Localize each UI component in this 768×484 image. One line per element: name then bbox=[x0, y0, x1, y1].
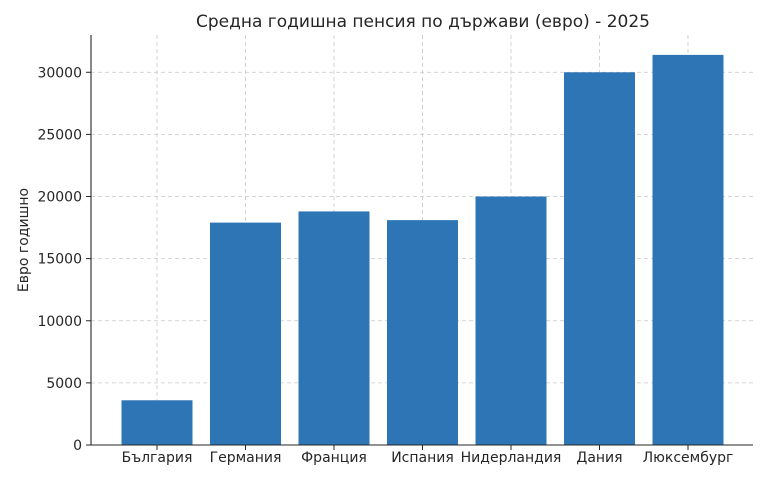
bar-3 bbox=[298, 211, 370, 445]
y-tick-label: 30000 bbox=[37, 65, 82, 81]
y-tick-label: 15000 bbox=[37, 252, 82, 268]
bars bbox=[121, 54, 724, 446]
x-tick-label: Испания bbox=[391, 450, 454, 466]
bar-1 bbox=[121, 400, 193, 445]
x-tick-label: Франция bbox=[301, 450, 367, 466]
y-axis-label: Евро годишно bbox=[16, 188, 32, 292]
bar-5 bbox=[475, 196, 547, 445]
bar-4 bbox=[387, 220, 458, 445]
x-tick-label: Нидерландия bbox=[461, 450, 562, 466]
x-tick-label: Дания bbox=[576, 450, 622, 466]
x-tick-label: България bbox=[122, 450, 193, 466]
y-tick-label: 25000 bbox=[37, 127, 82, 143]
tick-labels: 0 5000 10000 15000 20000 25000 30000 България Ге… bbox=[37, 65, 733, 466]
bar-6 bbox=[564, 72, 635, 445]
x-tick-label: Германия bbox=[210, 450, 282, 466]
x-tick-label: Люксембург bbox=[643, 450, 734, 466]
bar-2 bbox=[210, 222, 281, 445]
bar-7 bbox=[652, 54, 724, 446]
y-tick-label: 5000 bbox=[46, 376, 82, 392]
y-tick-label: 20000 bbox=[37, 190, 82, 206]
chart-title: Средна годишна пенсия по държави (евро) … bbox=[196, 12, 650, 32]
y-tick-label: 0 bbox=[73, 438, 82, 454]
axes bbox=[86, 35, 753, 450]
y-tick-label: 10000 bbox=[37, 314, 82, 330]
